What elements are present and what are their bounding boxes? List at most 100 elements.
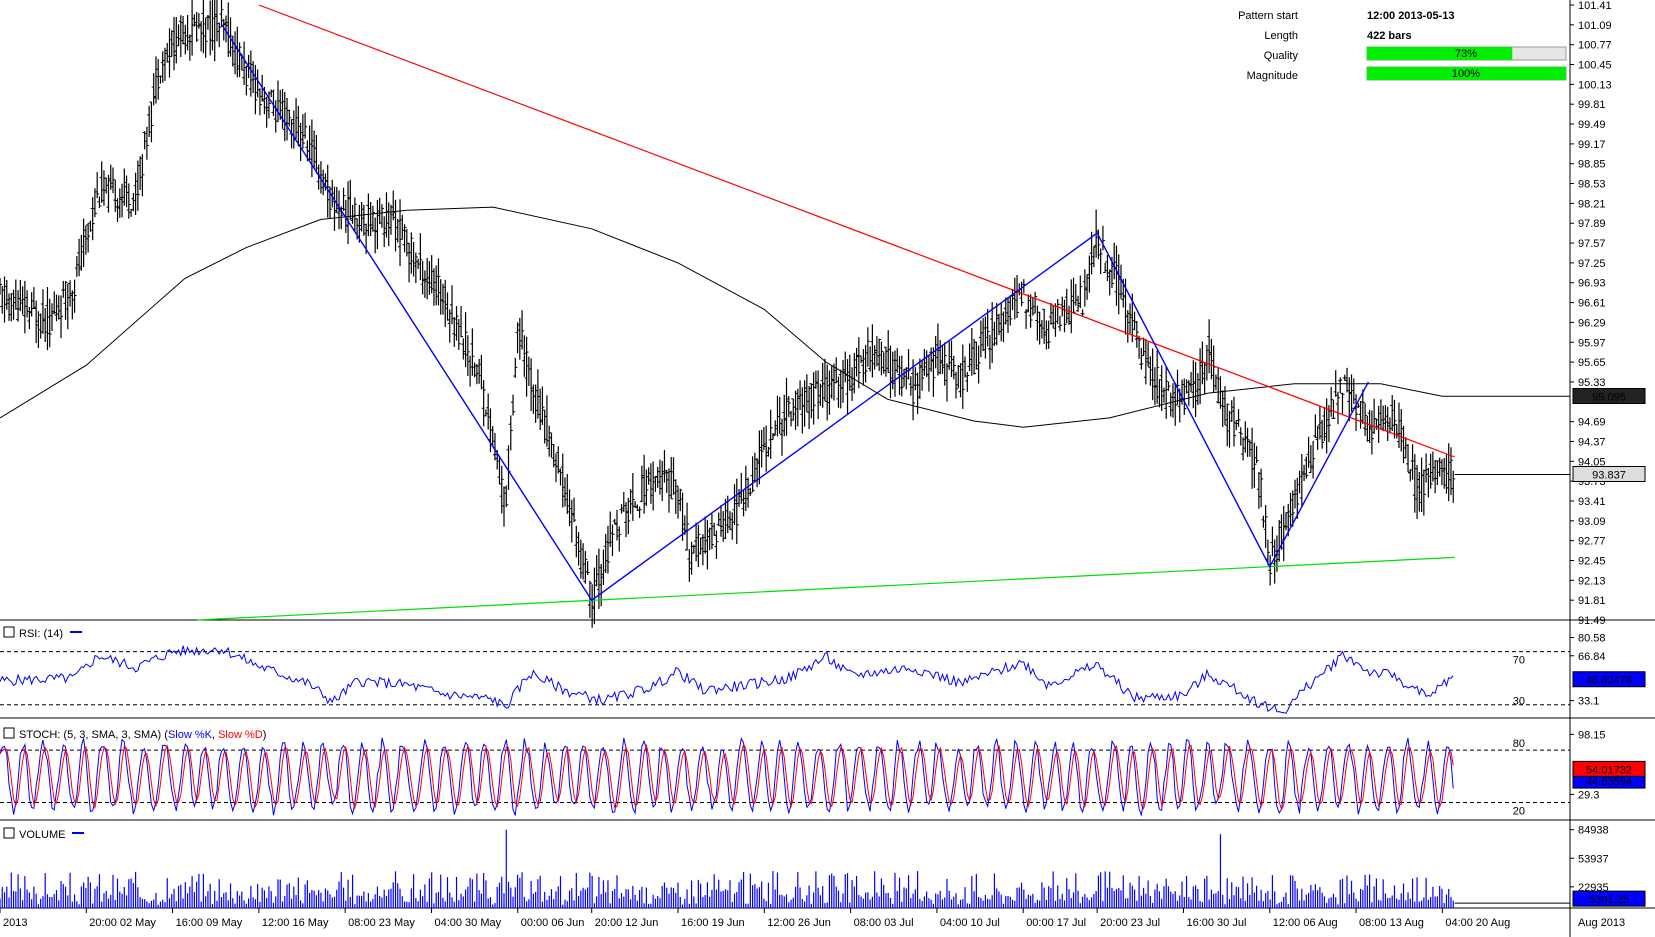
stoch-d-value-label: 54.01732 xyxy=(1586,764,1632,776)
rsi-value-label-box xyxy=(1572,671,1646,688)
stoch-k-line xyxy=(0,737,1454,817)
pattern-start-label: Pattern start xyxy=(1238,10,1298,22)
price-tick-label: 94.05 xyxy=(1578,456,1606,468)
volume-value-label-box xyxy=(1572,890,1646,907)
price-tick-label: 97.25 xyxy=(1578,258,1606,270)
price-tick-label: 101.09 xyxy=(1578,20,1612,32)
price-tick-label: 98.85 xyxy=(1578,159,1606,171)
support-line xyxy=(197,556,1455,621)
last-price-label-box xyxy=(1572,465,1646,482)
rsi-toggle-icon[interactable] xyxy=(3,626,15,638)
moving-average-line xyxy=(0,206,1455,428)
quality-bar-fill xyxy=(1367,47,1513,60)
ma-value-label: 95.095 xyxy=(1592,392,1626,404)
rsi-tick-label: 80.58 xyxy=(1578,633,1606,645)
time-tick-label: 20:00 02 May xyxy=(89,917,156,929)
stoch-level-label: 20 xyxy=(1513,806,1525,818)
stoch-k-value-label: 44.63594 xyxy=(1586,776,1632,788)
stoch-tick-label: 98.15 xyxy=(1578,729,1606,741)
volume-tick-label: 84938 xyxy=(1578,825,1609,837)
rsi-title-text: RSI: (14) xyxy=(19,628,63,640)
price-bars xyxy=(0,0,1456,628)
zigzag-line xyxy=(221,24,1370,602)
price-tick-label: 96.61 xyxy=(1578,298,1606,310)
length-label: Length xyxy=(1264,30,1298,42)
length-value: 422 bars xyxy=(1367,30,1412,42)
time-tick-label: 00:00 17 Jul xyxy=(1026,917,1086,929)
price-tick-label: 94.37 xyxy=(1578,436,1606,448)
stoch-toggle-icon[interactable] xyxy=(3,727,15,739)
time-tick-label: 20:00 23 Jul xyxy=(1100,917,1160,929)
price-tick-label: 93.41 xyxy=(1578,496,1606,508)
time-corner-label: Aug 2013 xyxy=(1578,917,1625,929)
stoch-d-value-label-box xyxy=(1572,760,1646,777)
price-overlays xyxy=(0,4,1570,621)
time-tick-label: 2013 xyxy=(3,917,27,929)
price-tick-label: 94.69 xyxy=(1578,417,1606,429)
price-tick-label: 92.13 xyxy=(1578,575,1606,587)
resistance-line xyxy=(258,4,1455,458)
time-axis: 2013 20:00 02 May 16:00 09 May 12:00 16 May… xyxy=(0,908,1625,929)
rsi-title: RSI: (14) xyxy=(3,626,82,640)
quality-label: Quality xyxy=(1264,50,1299,62)
stoch-tick-label: 29.3 xyxy=(1578,789,1599,801)
magnitude-value: 100% xyxy=(1452,68,1480,80)
price-tick-label: 98.21 xyxy=(1578,198,1606,210)
price-tick-label: 97.89 xyxy=(1578,218,1606,230)
ma-value-label-box xyxy=(1572,388,1646,405)
rsi-tick-label: 66.84 xyxy=(1578,651,1606,663)
volume-tick-label: 53937 xyxy=(1578,853,1609,865)
price-tick-label: 99.49 xyxy=(1578,119,1606,131)
time-tick-label: 16:00 30 Jul xyxy=(1186,917,1246,929)
time-tick-label: 16:00 09 May xyxy=(176,917,243,929)
time-tick-label: 12:00 26 Jun xyxy=(767,917,831,929)
time-tick-label: 20:00 12 Jun xyxy=(595,917,659,929)
price-tick-label: 96.93 xyxy=(1578,278,1606,290)
time-tick-label: 12:00 06 Aug xyxy=(1273,917,1338,929)
magnitude-bar-fill xyxy=(1367,67,1566,80)
rsi-level-label: 30 xyxy=(1513,696,1525,708)
stoch-title-text: STOCH: (5, 3, SMA, 3, SMA) (Slow %K, Slo… xyxy=(19,729,266,741)
stoch-title: STOCH: (5, 3, SMA, 3, SMA) (Slow %K, Slo… xyxy=(3,727,266,741)
pattern-info-box: Pattern start 12:00 2013-05-13 Length 42… xyxy=(1238,10,1567,82)
price-axis: 101.41 101.09 100.77 100.45 100.13 99.81 99.49… xyxy=(1570,0,1612,627)
time-tick-label: 16:00 19 Jun xyxy=(681,917,745,929)
price-tick-label: 99.17 xyxy=(1578,139,1606,151)
volume-title-text: VOLUME xyxy=(19,829,65,841)
magnitude-label: Magnitude xyxy=(1247,70,1298,82)
volume-value-label: 5301.25 xyxy=(1589,894,1629,906)
price-tick-label: 96.29 xyxy=(1578,317,1606,329)
price-tick-label: 97.57 xyxy=(1578,238,1606,250)
price-tick-label: 95.65 xyxy=(1578,357,1606,369)
rsi-tick-label: 33.1 xyxy=(1578,696,1599,708)
last-price-label: 93.837 xyxy=(1592,469,1626,481)
pattern-start-value: 12:00 2013-05-13 xyxy=(1367,10,1454,22)
time-tick-label: 08:00 13 Aug xyxy=(1359,917,1424,929)
time-tick-label: 00:00 06 Jun xyxy=(521,917,585,929)
price-tick-label: 100.45 xyxy=(1578,60,1612,72)
price-value-labels: 95.095 93.837 xyxy=(1572,388,1646,482)
price-tick-label: 92.45 xyxy=(1578,555,1606,567)
rsi-panel: 70 30 80.58 66.84 33.1 48.82478 xyxy=(0,633,1646,714)
price-tick-label: 95.33 xyxy=(1578,377,1606,389)
price-tick-label: 100.77 xyxy=(1578,40,1612,52)
price-tick-label: 91.49 xyxy=(1578,615,1606,627)
time-tick-label: 04:00 20 Aug xyxy=(1445,917,1510,929)
volume-toggle-icon[interactable] xyxy=(3,827,15,839)
time-tick-label: 12:00 16 May xyxy=(262,917,329,929)
time-tick-label: 04:00 10 Jul xyxy=(940,917,1000,929)
price-tick-label: 101.41 xyxy=(1578,0,1612,12)
price-tick-label: 95.97 xyxy=(1578,337,1606,349)
price-tick-label: 100.13 xyxy=(1578,79,1612,91)
stoch-level-label: 80 xyxy=(1513,738,1525,750)
price-tick-label: 92.77 xyxy=(1578,536,1606,548)
rsi-line xyxy=(0,645,1454,714)
price-tick-label: 98.53 xyxy=(1578,179,1606,191)
rsi-value-label: 48.82478 xyxy=(1586,675,1632,687)
quality-value: 73% xyxy=(1455,48,1477,60)
time-tick-label: 08:00 03 Jul xyxy=(854,917,914,929)
